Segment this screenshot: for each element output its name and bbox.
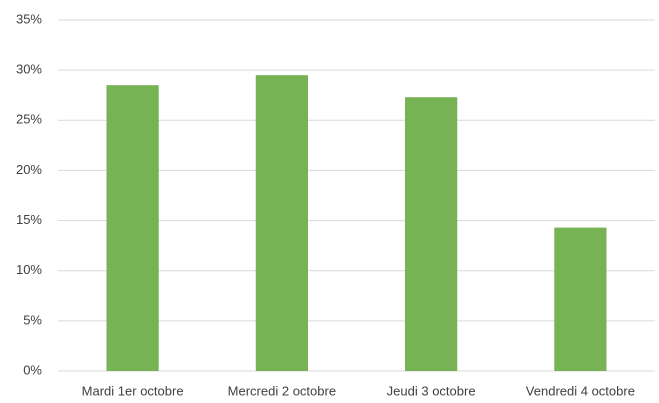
x-tick-label: Jeudi 3 octobre — [387, 383, 476, 398]
y-tick-label: 35% — [16, 11, 42, 26]
x-tick-label: Mercredi 2 octobre — [228, 383, 336, 398]
bar — [554, 227, 607, 371]
bar — [255, 75, 308, 372]
x-tick-label: Vendredi 4 octobre — [526, 383, 635, 398]
y-tick-label: 20% — [16, 162, 42, 177]
y-tick-label: 5% — [23, 312, 42, 327]
bar — [405, 97, 458, 371]
x-tick-label: Mardi 1er octobre — [82, 383, 184, 398]
y-tick-label: 10% — [16, 262, 42, 277]
bar — [106, 85, 159, 371]
y-tick-label: 15% — [16, 212, 42, 227]
y-tick-label: 25% — [16, 112, 42, 127]
y-tick-label: 0% — [23, 362, 42, 377]
y-tick-label: 30% — [16, 62, 42, 77]
